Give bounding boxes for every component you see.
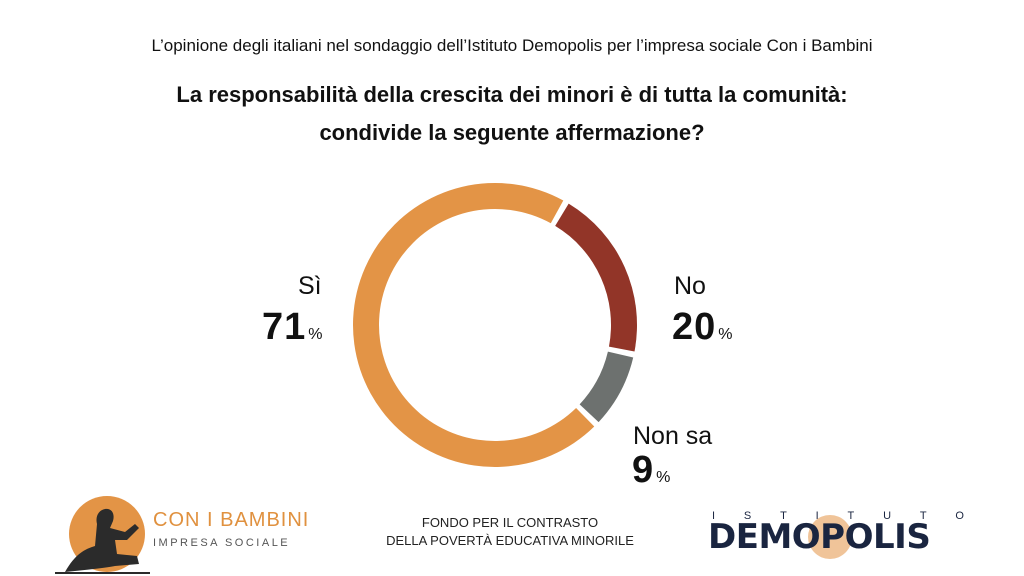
donut-slice-non-sa (579, 351, 634, 423)
istituto-letter: I (815, 510, 819, 522)
chart-subtitle: L’opinione degli italiani nel sondaggio … (151, 36, 873, 55)
fondo-line-2: DELLA POVERTÀ EDUCATIVA MINORILE (386, 533, 634, 548)
label-no: No (674, 272, 706, 301)
label-si-unit: % (308, 326, 323, 343)
istituto-letter: I (712, 510, 716, 522)
donut-slice-s (352, 183, 595, 468)
fondo-text: FONDO PER IL CONTRASTO DELLA POVERTÀ EDU… (360, 514, 660, 550)
label-nonsa-unit: % (656, 469, 671, 486)
istituto-letter: U (883, 510, 892, 522)
chart-title: La responsabilità della crescita dei min… (0, 76, 1024, 152)
istituto-letter: T (780, 510, 787, 522)
istituto-letter: O (955, 510, 964, 522)
demopolis-sun-icon (808, 515, 852, 559)
istituto-letter: S (743, 510, 752, 522)
label-si: Sì (298, 272, 322, 301)
demopolis-wordmark: DEMOPOLIS (708, 517, 931, 557)
label-no-unit: % (718, 326, 733, 343)
label-no-number: 20 (672, 306, 717, 348)
donut-slice-no (555, 203, 637, 352)
label-nonsa-name: Non sa (633, 422, 713, 450)
con-i-bambini-logo (55, 496, 150, 574)
label-si-value: 71% (262, 306, 323, 349)
label-no-value: 20% (672, 306, 733, 349)
title-line-2: condivide la seguente affermazione? (319, 120, 705, 145)
label-nonsa-number: 9 (632, 449, 655, 491)
fondo-line-1: FONDO PER IL CONTRASTO (421, 515, 599, 530)
label-si-name: Sì (298, 272, 322, 300)
label-no-name: No (674, 272, 706, 300)
label-nonsa-value: 9% (632, 449, 670, 492)
label-nonsa: Non sa (633, 422, 712, 451)
istituto-letter: T (919, 510, 927, 522)
title-line-1: La responsabilità della crescita dei min… (176, 82, 848, 107)
con-i-bambini-subtitle: IMPRESA SOCIALE (153, 537, 291, 549)
label-si-number: 71 (262, 306, 307, 348)
istituto-letter: T (847, 510, 855, 522)
con-i-bambini-title: CON I BAMBINI (153, 509, 310, 531)
